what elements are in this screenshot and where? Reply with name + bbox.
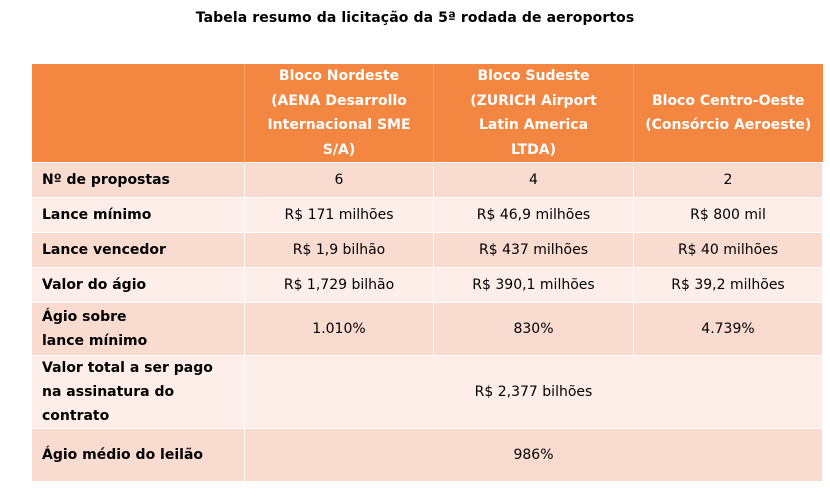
header-line: Bloco Nordeste bbox=[278, 68, 400, 84]
header-line: Bloco Sudeste bbox=[477, 68, 590, 84]
row-label-line: contrato bbox=[42, 408, 110, 424]
table-cell: 1.010% bbox=[244, 302, 434, 356]
table-row-valor-agio: Valor do ágio R$ 1,729 bilhão R$ 390,1 m… bbox=[31, 267, 823, 303]
header-line: (Consórcio Aeroeste) bbox=[645, 117, 812, 133]
row-label: Valor total a ser pago na assinatura do … bbox=[31, 355, 245, 429]
row-label-line: na assinatura do bbox=[42, 384, 175, 400]
table-cell: R$ 437 milhões bbox=[433, 232, 634, 268]
row-label-line: Lance mínimo bbox=[42, 207, 152, 223]
table-header-row: Bloco Nordeste (AENA Desarrollo Internac… bbox=[31, 64, 823, 163]
table-cell: R$ 1,729 bilhão bbox=[244, 267, 434, 303]
table-row-lance-vencedor: Lance vencedor R$ 1,9 bilhão R$ 437 milh… bbox=[31, 232, 823, 268]
merged-cell: 986% bbox=[244, 428, 823, 482]
row-label-line: Nº de propostas bbox=[42, 172, 170, 188]
header-bloco-sudeste: Bloco Sudeste (ZURICH Airport Latin Amer… bbox=[433, 64, 634, 163]
table-cell: 830% bbox=[433, 302, 634, 356]
header-bloco-nordeste: Bloco Nordeste (AENA Desarrollo Internac… bbox=[244, 64, 434, 163]
row-label: Ágio sobre lance mínimo bbox=[31, 302, 245, 356]
header-line: Internacional SME bbox=[267, 117, 411, 133]
auction-summary-table: Bloco Nordeste (AENA Desarrollo Internac… bbox=[31, 64, 823, 482]
header-line: (ZURICH Airport bbox=[470, 92, 597, 109]
table-row-agio-sobre-lance: Ágio sobre lance mínimo 1.010% 830% 4.73… bbox=[31, 302, 823, 356]
table-cell: R$ 800 mil bbox=[633, 197, 823, 233]
table-row-num-propostas: Nº de propostas 6 4 2 bbox=[31, 162, 823, 198]
page-title: Tabela resumo da licitação da 5ª rodada … bbox=[195, 10, 635, 26]
table-cell: R$ 40 milhões bbox=[633, 232, 823, 268]
table-cell: R$ 46,9 milhões bbox=[433, 197, 634, 233]
row-label: Nº de propostas bbox=[31, 162, 245, 198]
table-row-valor-total: Valor total a ser pago na assinatura do … bbox=[31, 355, 823, 429]
header-line: S/A) bbox=[322, 141, 356, 158]
table-cell: R$ 171 milhões bbox=[244, 197, 434, 233]
table-cell: R$ 1,9 bilhão bbox=[244, 232, 434, 268]
table-row-agio-medio: Ágio médio do leilão 986% bbox=[31, 428, 823, 482]
header-bloco-centro-oeste: Bloco Centro-Oeste (Consórcio Aeroeste) bbox=[633, 64, 823, 163]
table-row-lance-minimo: Lance mínimo R$ 171 milhões R$ 46,9 milh… bbox=[31, 197, 823, 233]
header-line: (AENA Desarrollo bbox=[271, 92, 407, 109]
row-label-line: Lance vencedor bbox=[42, 242, 166, 258]
row-label: Valor do ágio bbox=[31, 267, 245, 303]
row-label: Ágio médio do leilão bbox=[31, 428, 245, 482]
header-line: Latin America bbox=[478, 117, 589, 133]
header-empty-cell bbox=[31, 64, 245, 163]
row-label-line: Valor do ágio bbox=[42, 277, 147, 293]
table-cell: 2 bbox=[633, 162, 823, 198]
row-label-line: Ágio sobre bbox=[42, 309, 127, 325]
merged-cell: R$ 2,377 bilhões bbox=[244, 355, 823, 429]
table-cell: 4 bbox=[433, 162, 634, 198]
table-cell: 6 bbox=[244, 162, 434, 198]
header-line: Bloco Centro-Oeste bbox=[651, 92, 805, 109]
row-label: Lance mínimo bbox=[31, 197, 245, 233]
row-label: Lance vencedor bbox=[31, 232, 245, 268]
row-label-line: Ágio médio do leilão bbox=[42, 447, 204, 463]
table-cell: R$ 39,2 milhões bbox=[633, 267, 823, 303]
table-cell: R$ 390,1 milhões bbox=[433, 267, 634, 303]
row-label-line: lance mínimo bbox=[42, 333, 148, 349]
row-label-line: Valor total a ser pago bbox=[42, 360, 213, 376]
header-line: LTDA) bbox=[510, 141, 556, 158]
table-cell: 4.739% bbox=[633, 302, 823, 356]
